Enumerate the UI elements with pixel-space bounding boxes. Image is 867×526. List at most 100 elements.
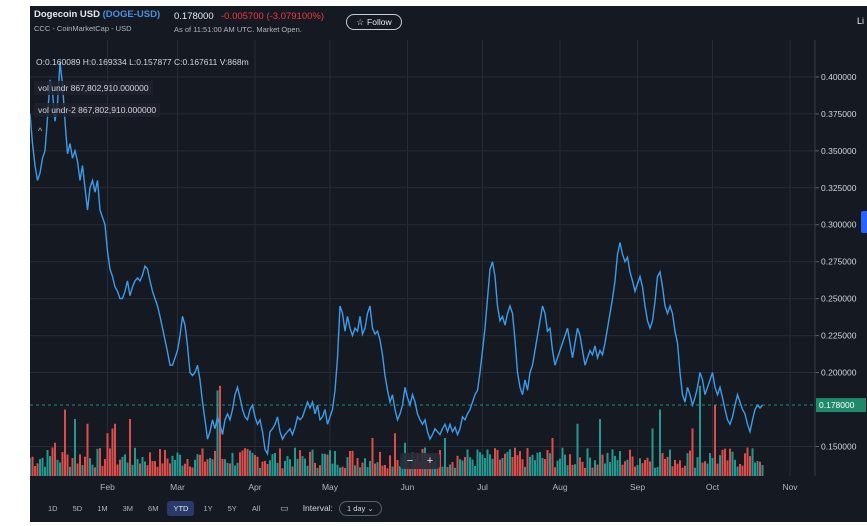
volume-bar-up <box>524 466 526 476</box>
range-1d[interactable]: 1D <box>48 503 58 513</box>
volume-bar-down <box>551 438 554 476</box>
volume-bar-up <box>171 455 174 476</box>
volume-bar-down <box>601 454 604 476</box>
volume-bar-up <box>316 467 319 476</box>
volume-bar-down <box>741 465 744 476</box>
volume-bar-down <box>519 451 521 476</box>
volume-bar-up <box>311 449 314 476</box>
volume-bar-down <box>691 428 694 476</box>
interval-select[interactable]: 1 day ⌄ <box>338 500 382 516</box>
volume-bar-up <box>454 467 456 476</box>
volume-bar-up <box>364 458 366 476</box>
instrument-title: Dogecoin USD (DOGE-USD) <box>34 9 160 20</box>
volume-bar-up <box>639 458 641 476</box>
volume-bar-down <box>139 463 141 476</box>
volume-bar-down <box>379 451 381 476</box>
range-5y[interactable]: 5Y <box>227 503 237 513</box>
quote-header: Dogecoin USD (DOGE-USD) CCC - CoinMarket… <box>30 6 867 38</box>
chart-widget: Dogecoin USD (DOGE-USD) CCC - CoinMarket… <box>30 6 867 522</box>
range-1m[interactable]: 1M <box>97 503 108 513</box>
volume-bar-up <box>606 452 609 476</box>
volume-bar-up <box>211 459 214 476</box>
volume-bar-down <box>641 463 644 476</box>
volume-bar-up <box>324 453 326 476</box>
volume-bar-down <box>164 449 166 476</box>
volume-bar-up <box>441 466 444 476</box>
volume-bar-up <box>194 459 196 476</box>
range-ytd[interactable]: YTD <box>167 500 195 516</box>
volume-bar-up <box>304 458 306 476</box>
calendar-icon[interactable]: ▭ <box>280 502 289 513</box>
price-scale-handle[interactable] <box>861 211 867 233</box>
volume-bar-down <box>66 454 69 476</box>
volume-bar-down <box>111 428 114 476</box>
volume-bar-down <box>596 464 599 476</box>
volume-bar-down <box>351 450 354 476</box>
volume-bar-up <box>531 454 534 476</box>
volume-bar-up <box>574 464 576 476</box>
volume-bar-up <box>121 456 124 476</box>
volume-bar-down <box>94 467 96 476</box>
range-5d[interactable]: 5D <box>72 503 83 513</box>
y-tick-label: 0.250000 <box>821 294 857 304</box>
volume-bar-down <box>279 448 281 476</box>
volume-bar-down <box>256 456 259 476</box>
volume-bar-up <box>124 454 126 476</box>
volume-bar-up <box>359 467 361 476</box>
volume-bar-down <box>191 467 194 476</box>
collapse-legend-button[interactable]: ^ <box>38 126 43 136</box>
last-price: 0.178000 <box>174 11 214 22</box>
volume-bar-up <box>699 385 701 476</box>
price-chart[interactable]: Feb Mar Apr May Jun Jul Aug Sep Oct Nov 0.400000 0.… <box>30 6 867 494</box>
volume-bar-down <box>361 462 364 476</box>
instrument-ticker[interactable]: (DOGE-USD) <box>102 9 161 20</box>
volume-bar-down <box>261 461 264 476</box>
volume-bar-up <box>711 458 714 476</box>
volume-bar-down <box>374 463 376 476</box>
volume-bar-down <box>544 459 546 476</box>
volume-bar-up <box>491 458 494 476</box>
volume-bar-down <box>344 467 346 476</box>
volume-bar-down <box>496 449 499 476</box>
volume-bar-up <box>466 449 469 476</box>
volume-bar-up <box>334 451 336 476</box>
volume-bar-down <box>64 409 66 476</box>
zoom-in-button[interactable]: + <box>426 455 434 467</box>
volume-bar-up <box>141 456 144 476</box>
volume-bar-down <box>189 466 191 476</box>
volume-legend-1[interactable]: vol undr 867,802,910.000000 <box>34 81 153 95</box>
volume-bar-down <box>151 461 154 476</box>
volume-bar-up <box>234 465 236 476</box>
volume-bar-up <box>284 460 286 476</box>
volume-bar-down <box>744 453 746 476</box>
follow-button[interactable]: ☆ Follow <box>346 14 402 30</box>
volume-bar-down <box>644 459 646 476</box>
volume-bar-down <box>264 460 266 476</box>
as-of-timestamp: As of 11:51:00 AM UTC. Market Open. <box>174 25 302 34</box>
volume-bar-down <box>161 463 164 476</box>
volume-bar-up <box>49 456 51 476</box>
volume-bar-down <box>739 464 741 476</box>
x-tick-label: Jun <box>401 482 415 492</box>
volume-bar-up <box>489 454 491 476</box>
volume-bar-down <box>31 456 34 476</box>
volume-bar-up <box>501 457 504 476</box>
range-1y[interactable]: 1Y <box>203 503 213 513</box>
range-all[interactable]: All <box>251 503 261 513</box>
range-3m[interactable]: 3M <box>122 503 134 513</box>
volume-bar-up <box>719 455 721 476</box>
range-6m[interactable]: 6M <box>148 503 159 513</box>
volume-bar-up <box>696 457 699 476</box>
zoom-out-button[interactable]: − <box>406 455 414 467</box>
volume-bar-down <box>689 450 691 476</box>
volume-legend-2[interactable]: vol undr-2 867,802,910.000000 <box>34 103 161 117</box>
volume-bar-up <box>369 460 371 476</box>
volume-bar-down <box>386 468 389 476</box>
y-tick-label: 0.275000 <box>821 257 857 267</box>
volume-bar-down <box>679 460 681 476</box>
volume-bar-down <box>129 419 131 476</box>
volume-bar-down <box>749 456 751 476</box>
volume-bar-down <box>584 467 586 476</box>
volume-bar-up <box>444 438 446 476</box>
volume-bar-up <box>289 459 291 476</box>
